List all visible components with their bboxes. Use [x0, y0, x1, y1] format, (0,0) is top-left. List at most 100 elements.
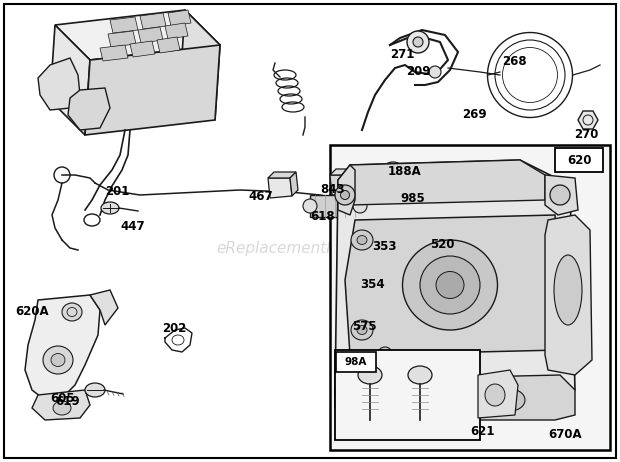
- Polygon shape: [165, 23, 188, 39]
- Text: 621: 621: [470, 425, 495, 438]
- Ellipse shape: [353, 199, 367, 213]
- Polygon shape: [157, 37, 180, 53]
- Polygon shape: [268, 172, 296, 178]
- Text: 670A: 670A: [548, 428, 582, 441]
- Text: 271: 271: [390, 48, 414, 61]
- Polygon shape: [90, 290, 118, 325]
- Polygon shape: [345, 215, 560, 355]
- Ellipse shape: [351, 230, 373, 250]
- Ellipse shape: [340, 190, 350, 200]
- Ellipse shape: [380, 389, 410, 411]
- Text: 447: 447: [120, 220, 144, 233]
- Bar: [310, 195, 360, 217]
- Polygon shape: [290, 172, 298, 196]
- Ellipse shape: [413, 37, 423, 47]
- Ellipse shape: [375, 258, 405, 282]
- Bar: [336, 352, 376, 372]
- Ellipse shape: [402, 240, 497, 330]
- Ellipse shape: [53, 401, 71, 415]
- Ellipse shape: [85, 383, 105, 397]
- Ellipse shape: [303, 199, 317, 213]
- Ellipse shape: [554, 255, 582, 325]
- Text: eReplacementParts.com: eReplacementParts.com: [216, 241, 404, 255]
- Polygon shape: [108, 31, 136, 47]
- Polygon shape: [138, 27, 163, 43]
- Bar: [370, 325, 400, 337]
- Text: 575: 575: [352, 320, 376, 333]
- Bar: [395, 185, 423, 207]
- Ellipse shape: [384, 162, 402, 174]
- Polygon shape: [478, 370, 518, 418]
- Ellipse shape: [62, 303, 82, 321]
- Bar: [399, 189, 407, 197]
- Text: 202: 202: [162, 322, 187, 335]
- Ellipse shape: [495, 389, 525, 411]
- Polygon shape: [335, 375, 575, 420]
- Ellipse shape: [550, 185, 570, 205]
- Polygon shape: [130, 41, 155, 57]
- Text: 618: 618: [310, 210, 335, 223]
- Polygon shape: [338, 160, 545, 205]
- Ellipse shape: [43, 346, 73, 374]
- Ellipse shape: [407, 31, 429, 53]
- Ellipse shape: [391, 232, 405, 244]
- Text: 620: 620: [567, 153, 591, 166]
- Bar: [335, 350, 480, 440]
- Text: 985: 985: [400, 192, 425, 205]
- Polygon shape: [85, 45, 220, 135]
- Ellipse shape: [335, 185, 355, 205]
- Ellipse shape: [371, 340, 399, 368]
- Text: 353: 353: [372, 240, 397, 253]
- Polygon shape: [50, 25, 90, 135]
- Text: 188A: 188A: [388, 165, 422, 178]
- Polygon shape: [335, 160, 575, 415]
- Text: 270: 270: [574, 128, 598, 141]
- Polygon shape: [32, 390, 90, 420]
- Ellipse shape: [385, 227, 411, 249]
- Text: 268: 268: [502, 55, 526, 68]
- Polygon shape: [140, 13, 166, 29]
- Polygon shape: [268, 178, 292, 198]
- Polygon shape: [55, 10, 220, 60]
- Text: 620A: 620A: [15, 305, 48, 318]
- Polygon shape: [330, 169, 358, 175]
- Polygon shape: [110, 17, 138, 33]
- Polygon shape: [180, 10, 220, 120]
- Ellipse shape: [351, 320, 373, 340]
- Text: 98A: 98A: [345, 357, 367, 367]
- Bar: [555, 148, 603, 172]
- Ellipse shape: [357, 326, 367, 334]
- Ellipse shape: [436, 272, 464, 298]
- Text: 209: 209: [406, 65, 430, 78]
- Text: 843: 843: [320, 183, 345, 196]
- Text: 354: 354: [360, 278, 384, 291]
- Bar: [411, 189, 419, 197]
- Ellipse shape: [429, 66, 441, 78]
- Ellipse shape: [101, 202, 119, 214]
- Ellipse shape: [51, 353, 65, 366]
- Ellipse shape: [420, 256, 480, 314]
- Ellipse shape: [358, 366, 382, 384]
- Ellipse shape: [382, 263, 398, 276]
- Text: 520: 520: [430, 238, 454, 251]
- Bar: [358, 335, 413, 373]
- Text: 269: 269: [462, 108, 487, 121]
- Polygon shape: [100, 45, 128, 61]
- Ellipse shape: [408, 366, 432, 384]
- Polygon shape: [25, 295, 100, 400]
- Polygon shape: [330, 175, 354, 195]
- Polygon shape: [38, 58, 80, 110]
- Polygon shape: [168, 10, 191, 26]
- Ellipse shape: [485, 384, 505, 406]
- Polygon shape: [352, 169, 360, 193]
- Polygon shape: [425, 220, 465, 258]
- Polygon shape: [545, 175, 578, 215]
- Ellipse shape: [357, 236, 367, 244]
- Polygon shape: [578, 111, 598, 129]
- Polygon shape: [338, 165, 355, 215]
- Text: 467: 467: [248, 190, 273, 203]
- Text: 201: 201: [105, 185, 130, 198]
- Polygon shape: [68, 88, 110, 130]
- Text: 605: 605: [50, 392, 74, 405]
- Ellipse shape: [436, 230, 454, 246]
